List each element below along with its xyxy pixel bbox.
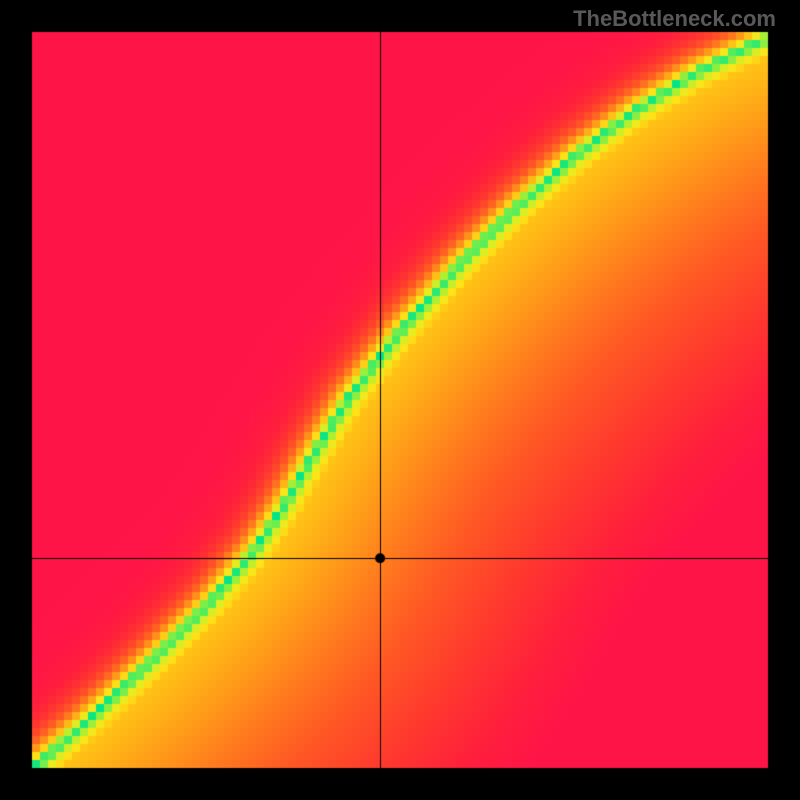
chart-container: TheBottleneck.com [0,0,800,800]
watermark-label: TheBottleneck.com [573,6,776,32]
bottleneck-heatmap-canvas [0,0,800,800]
